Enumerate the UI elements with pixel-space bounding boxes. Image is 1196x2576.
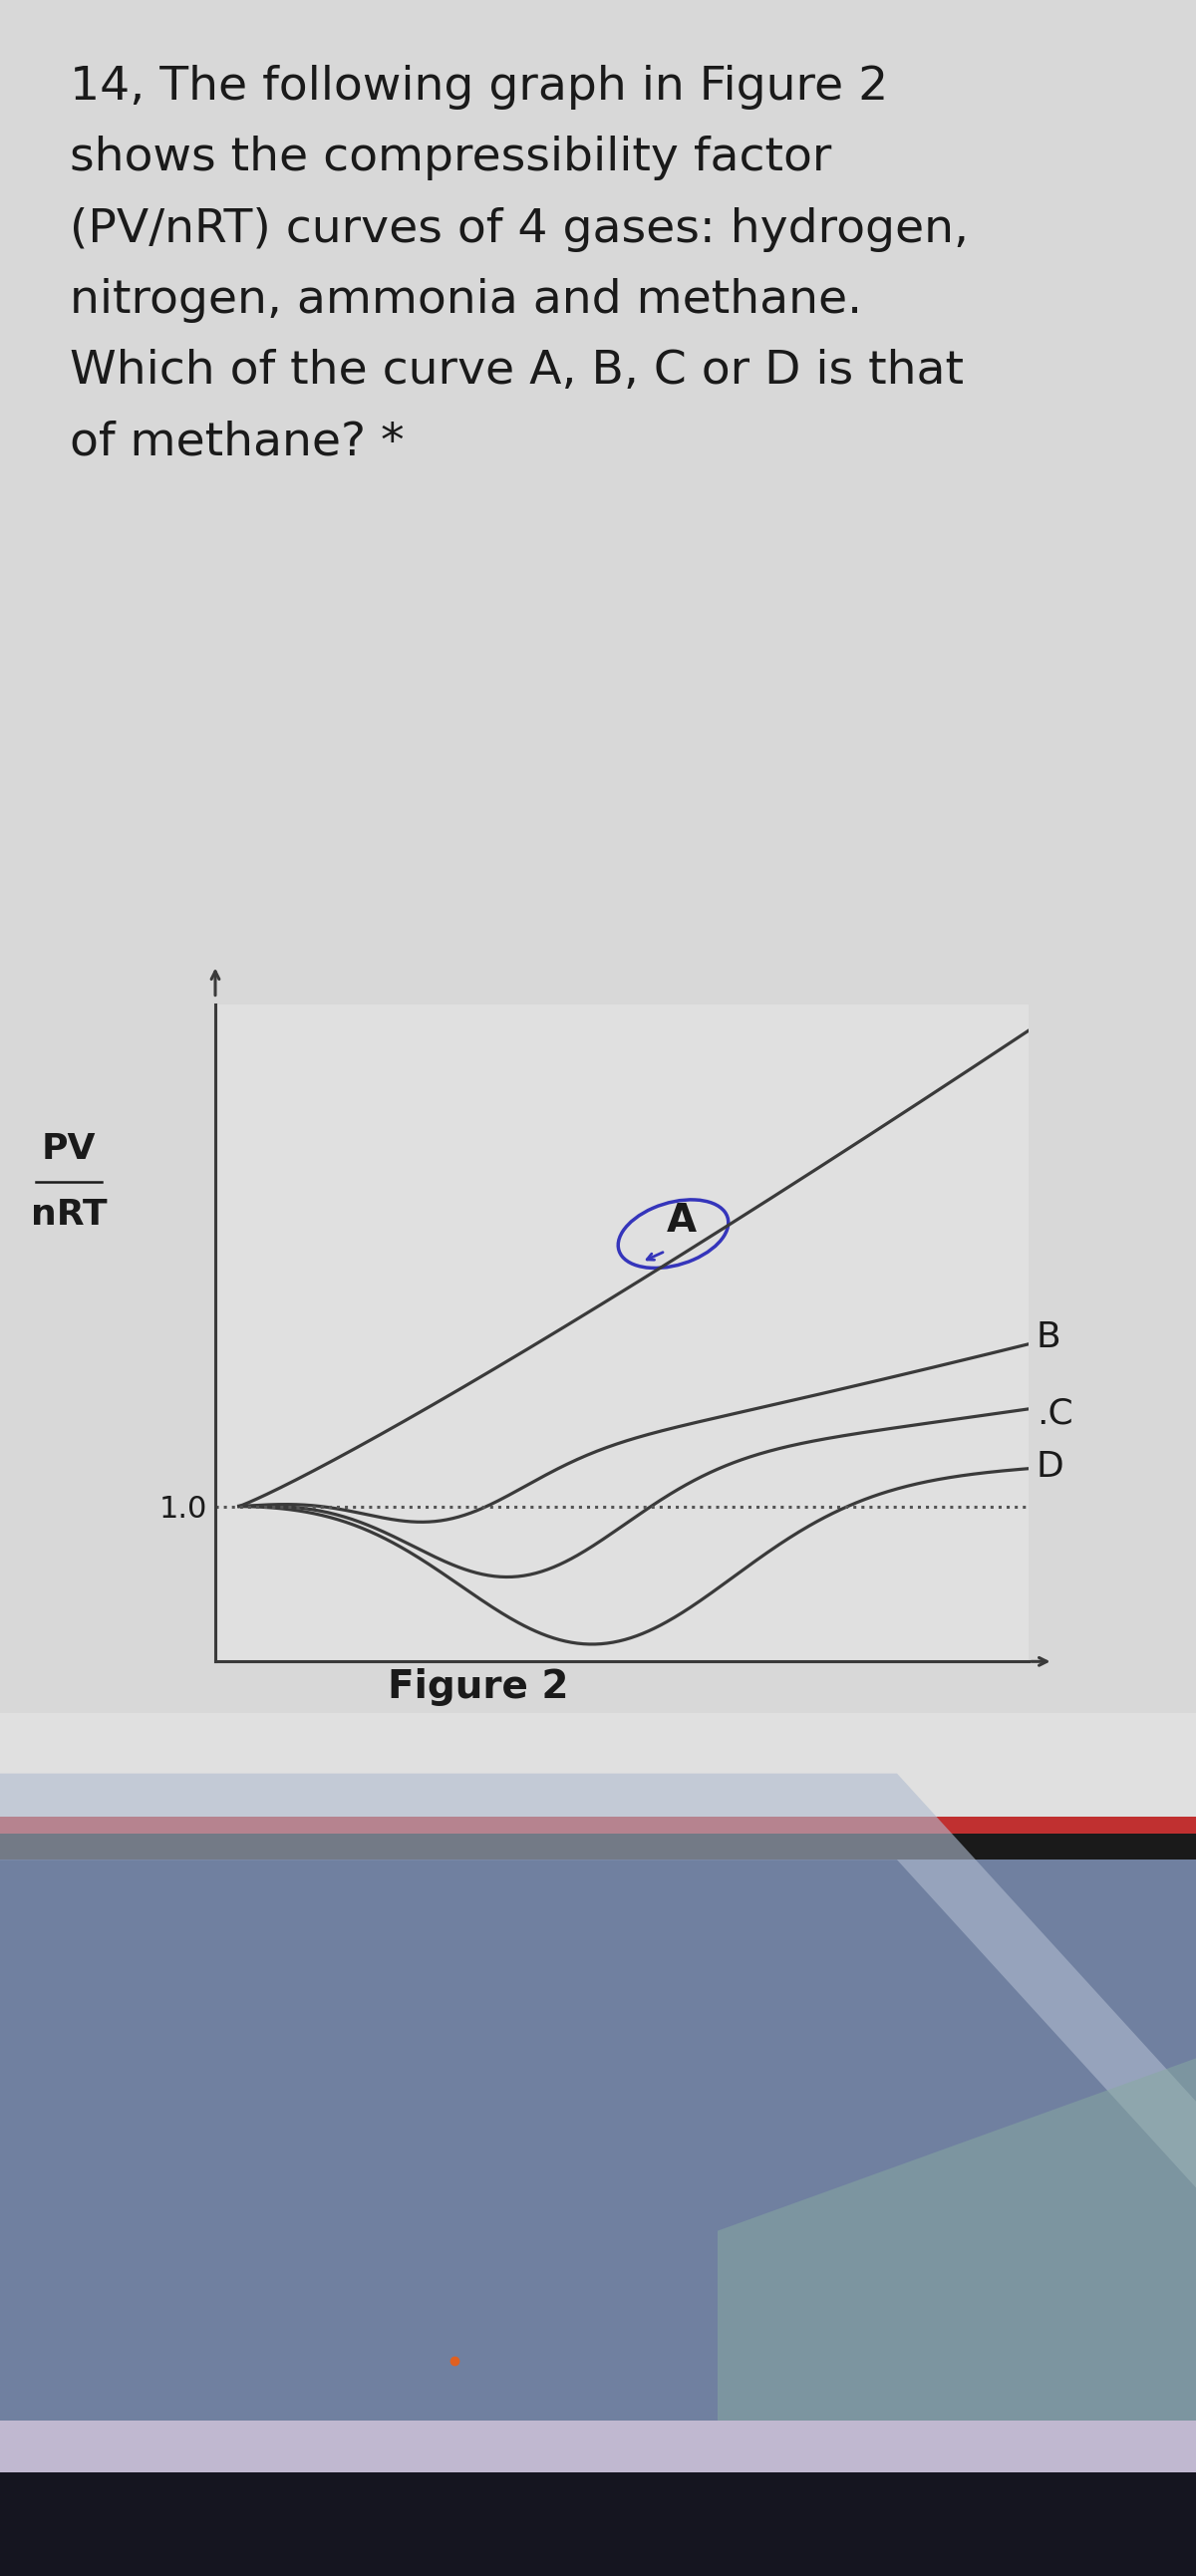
Bar: [0, 2421, 1196, 2473]
Text: Figure 2: Figure 2: [388, 1669, 569, 1705]
Text: .C: .C: [1037, 1396, 1073, 1430]
Text: D: D: [1037, 1450, 1064, 1484]
Text: 14, The following graph in Figure 2
shows the compressibility factor
(PV/nRT) cu: 14, The following graph in Figure 2 show…: [69, 64, 969, 464]
Text: A: A: [666, 1203, 696, 1239]
Text: PV: PV: [42, 1133, 96, 1167]
Polygon shape: [0, 1772, 1196, 2187]
Polygon shape: [718, 2058, 1196, 2576]
Bar: [0, 1816, 1196, 1834]
Text: nRT: nRT: [31, 1198, 108, 1231]
Text: B: B: [1037, 1321, 1061, 1355]
Bar: [0, 1834, 1196, 1860]
